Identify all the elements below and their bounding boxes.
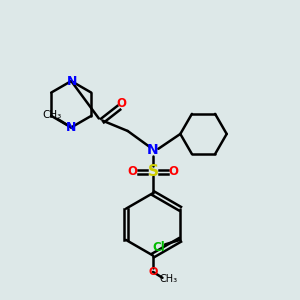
Text: O: O: [127, 165, 137, 178]
Text: O: O: [116, 97, 126, 110]
Text: CH₃: CH₃: [42, 110, 62, 120]
Text: Cl: Cl: [153, 241, 166, 254]
Text: N: N: [66, 121, 76, 134]
Text: O: O: [148, 267, 158, 277]
Text: N: N: [147, 143, 159, 157]
Text: S: S: [148, 164, 158, 179]
Text: CH₃: CH₃: [159, 274, 178, 284]
Text: O: O: [169, 165, 179, 178]
Text: N: N: [67, 74, 77, 88]
